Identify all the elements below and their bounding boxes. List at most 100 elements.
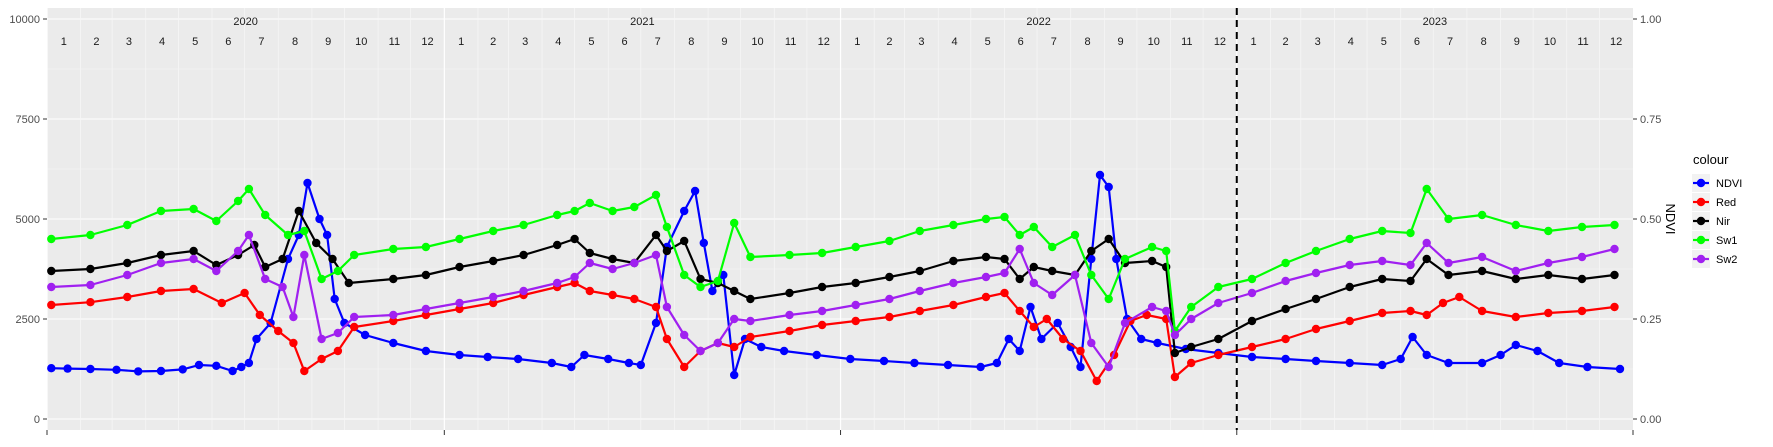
month-label: 3 [1315,36,1321,48]
month-label: 11 [1181,36,1192,48]
data-point-sw2 [570,272,579,282]
data-point-nir [696,274,705,284]
data-point-red [680,362,689,372]
month-label: 5 [192,36,198,48]
data-point-ndvi [244,358,254,368]
data-point-nir [389,274,398,284]
data-point-sw1 [333,266,343,276]
data-point-sw2 [289,312,298,322]
data-point-ndvi [483,352,492,362]
left-tick-label: 7500 [16,114,40,126]
data-point-sw1 [244,184,254,194]
month-label: 5 [985,36,991,48]
data-point-sw1 [317,274,326,284]
data-point-sw2 [1378,256,1387,266]
data-point-ndvi [1533,346,1542,356]
data-point-nir [1406,276,1415,286]
right-tick-label: 0.00 [1640,414,1661,426]
data-point-sw1 [1311,246,1321,256]
data-point-ndvi [389,338,398,348]
data-point-nir [1577,274,1587,284]
data-point-sw1 [608,206,617,216]
data-point-sw1 [680,270,689,280]
data-point-red [981,292,991,302]
data-point-nir [294,206,303,216]
data-point-nir [1422,254,1431,264]
year-label: 2020 [233,16,257,28]
data-point-sw1 [1120,254,1130,264]
data-point-ndvi [330,294,339,304]
data-point-red [1247,342,1257,352]
legend: colour NDVI Red Nir Sw1 Sw2 [1692,152,1742,268]
month-label: 1 [61,36,67,48]
data-point-ndvi [1311,356,1321,366]
data-point-ndvi [1496,350,1505,360]
month-label: 3 [918,36,924,48]
data-point-red [662,334,672,344]
month-label: 7 [1051,36,1057,48]
data-point-nir [1345,282,1354,292]
month-label: 10 [1544,36,1556,48]
data-point-sw2 [1311,268,1321,278]
data-point-nir [570,234,579,244]
data-point-ndvi [86,364,95,374]
data-point-ndvi [879,356,889,366]
data-point-sw2 [123,270,132,280]
month-label: 12 [1214,36,1226,48]
data-point-red [746,332,755,342]
data-point-sw1 [570,206,579,216]
data-point-red [255,310,264,320]
data-point-ndvi [322,230,332,240]
data-point-ndvi [360,330,370,340]
data-point-red [570,278,579,288]
year-label: 2023 [1423,16,1447,28]
data-point-ndvi [846,354,855,364]
data-point-nir [915,266,924,276]
data-point-nir [1544,270,1553,280]
left-tick-label: 0 [34,414,40,426]
data-point-nir [328,254,337,264]
data-point-sw1 [949,220,958,230]
data-point-ndvi [690,186,700,196]
data-point-nir [1000,254,1009,264]
data-point-nir [421,270,431,280]
data-point-ndvi [1422,350,1431,360]
data-point-nir [1029,262,1039,272]
data-point-ndvi [1087,254,1096,264]
month-label: 1 [854,36,860,48]
data-point-sw2 [278,282,287,292]
month-label: 5 [588,36,594,48]
data-point-nir [1610,270,1619,280]
data-point-sw2 [817,306,827,316]
data-point-sw1 [350,250,359,260]
month-label: 6 [225,36,231,48]
month-label: 11 [785,36,796,48]
data-point-nir [730,286,739,296]
legend-key-dot [1696,216,1706,226]
data-point-red [1577,306,1587,316]
data-point-sw2 [1544,258,1553,268]
data-point-red [289,338,298,348]
data-point-nir [662,246,672,256]
month-label: 6 [1414,36,1420,48]
right-tick-label: 0.75 [1640,114,1661,126]
data-point-nir [1511,274,1521,284]
data-point-sw1 [212,216,221,226]
data-point-ndvi [910,358,919,368]
data-point-ndvi [455,350,464,360]
data-point-ndvi [1004,334,1013,344]
data-point-ndvi [636,360,645,370]
data-point-sw1 [851,242,860,252]
data-point-ndvi [812,350,821,360]
data-point-sw2 [851,300,860,310]
right-y-axis: 0.00 0.25 0.50 0.75 1.00 [1633,14,1661,426]
data-point-nir [1214,334,1223,344]
data-point-sw1 [189,204,198,214]
legend-key-dot [1696,254,1706,264]
data-point-red [1214,350,1223,360]
right-axis-title: NDVI [1663,203,1678,234]
data-point-red [1511,312,1521,322]
data-point-sw1 [713,276,723,286]
data-point-ndvi [63,364,72,373]
month-label: 3 [522,36,528,48]
